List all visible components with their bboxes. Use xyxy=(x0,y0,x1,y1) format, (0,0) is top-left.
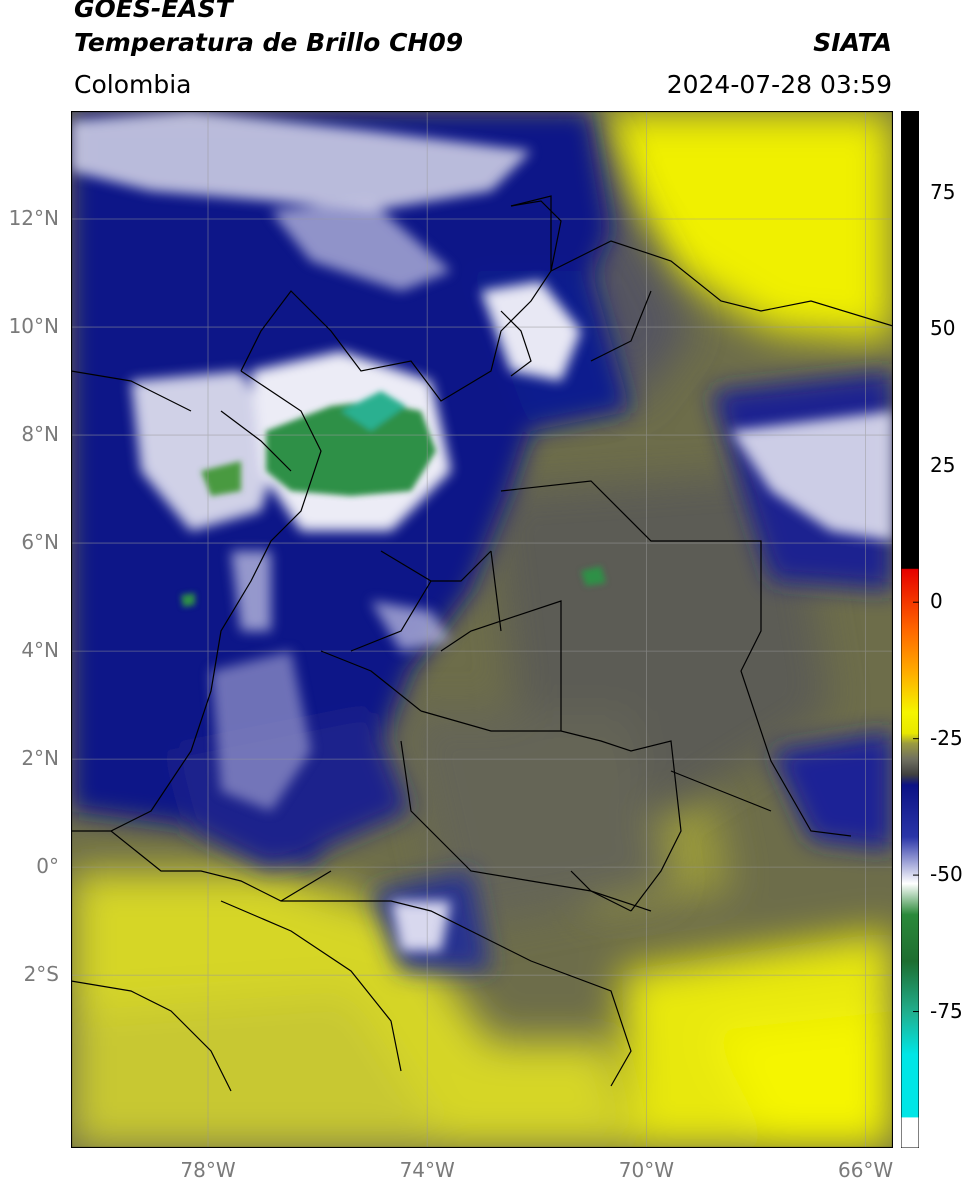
lat-tick-label: 10°N xyxy=(8,314,59,339)
colorbar-tick-label: 25 xyxy=(930,452,956,477)
colorbar-tick-label: -75 xyxy=(930,998,963,1023)
country-boundaries xyxy=(71,195,893,1092)
datetime-label: 2024-07-28 03:59 xyxy=(666,70,892,99)
lon-tick-label: 70°W xyxy=(618,1158,674,1182)
lat-tick-label: 4°N xyxy=(21,638,59,663)
colorbar-tick-label: 0 xyxy=(930,589,943,614)
lat-tick-label: 8°N xyxy=(21,422,59,447)
lat-tick-label: 6°N xyxy=(21,530,59,555)
brand-label: SIATA xyxy=(813,28,892,57)
satellite-title: GOES-EAST xyxy=(74,0,233,23)
lat-tick-label: 12°N xyxy=(8,206,59,231)
lat-tick-label: 0° xyxy=(36,854,59,879)
lon-tick-label: 74°W xyxy=(399,1158,455,1182)
region-label: Colombia xyxy=(74,70,192,99)
lon-tick-label: 78°W xyxy=(180,1158,236,1182)
product-title: Temperatura de Brillo CH09 xyxy=(74,28,464,57)
lat-tick-label: 2°S xyxy=(23,962,59,987)
colorbar-gradient xyxy=(901,111,919,1148)
lon-tick-label: 66°W xyxy=(837,1158,894,1182)
colorbar-tick-label: -50 xyxy=(930,862,963,887)
colorbar-tick-label: -25 xyxy=(930,725,963,750)
colorbar xyxy=(901,111,919,1148)
colorbar-tick-label: 50 xyxy=(930,316,956,341)
satellite-map xyxy=(71,111,893,1148)
map-gridlines xyxy=(71,111,893,1148)
high-cloud-white-areas xyxy=(71,111,893,951)
lat-tick-label: 2°N xyxy=(21,746,59,771)
colorbar-tick-label: 75 xyxy=(930,179,956,204)
